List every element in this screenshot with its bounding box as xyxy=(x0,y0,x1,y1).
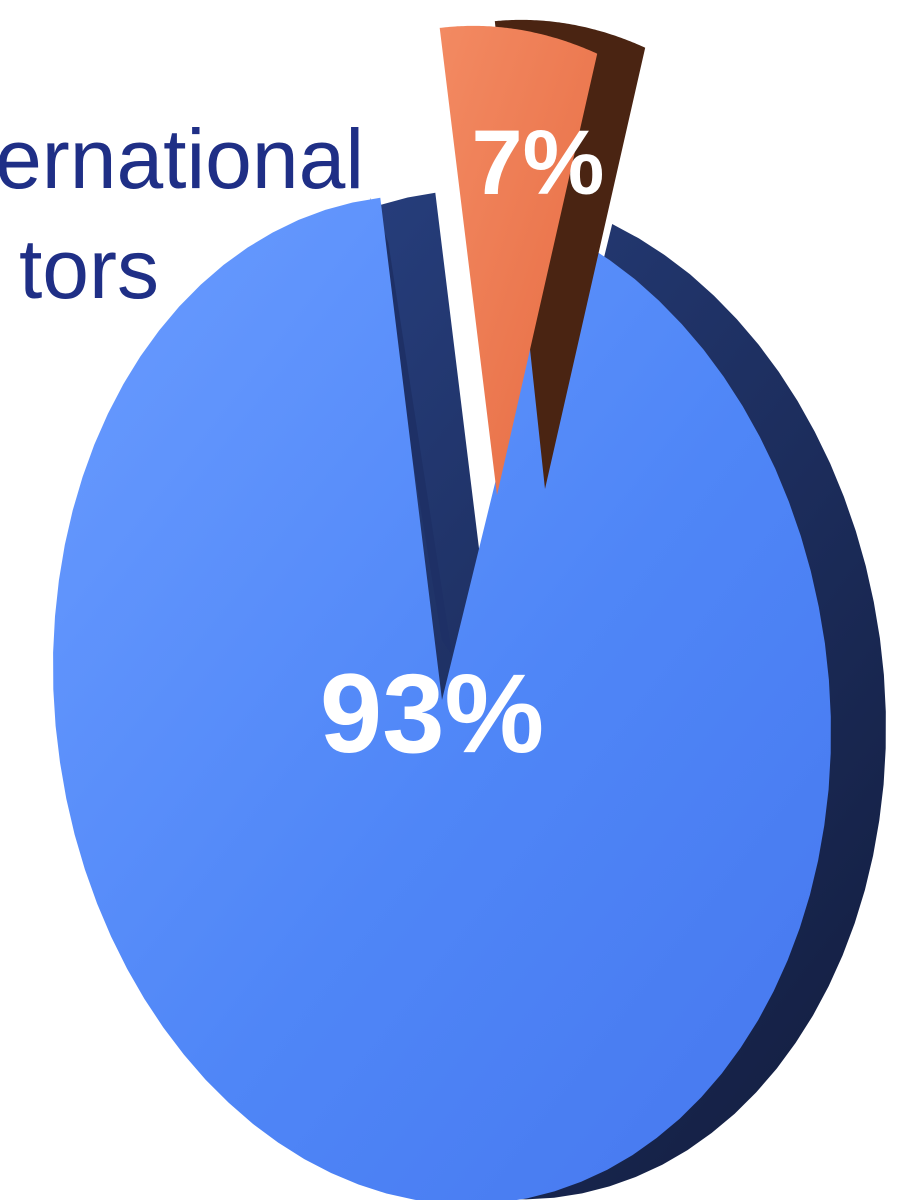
caption-line-2: tors xyxy=(18,222,159,316)
label-7: 7% xyxy=(472,112,605,214)
slice-93 xyxy=(53,197,831,1200)
label-93: 93% xyxy=(320,651,544,776)
caption-line-1: ernational xyxy=(0,112,364,206)
slice-7 xyxy=(439,25,598,496)
